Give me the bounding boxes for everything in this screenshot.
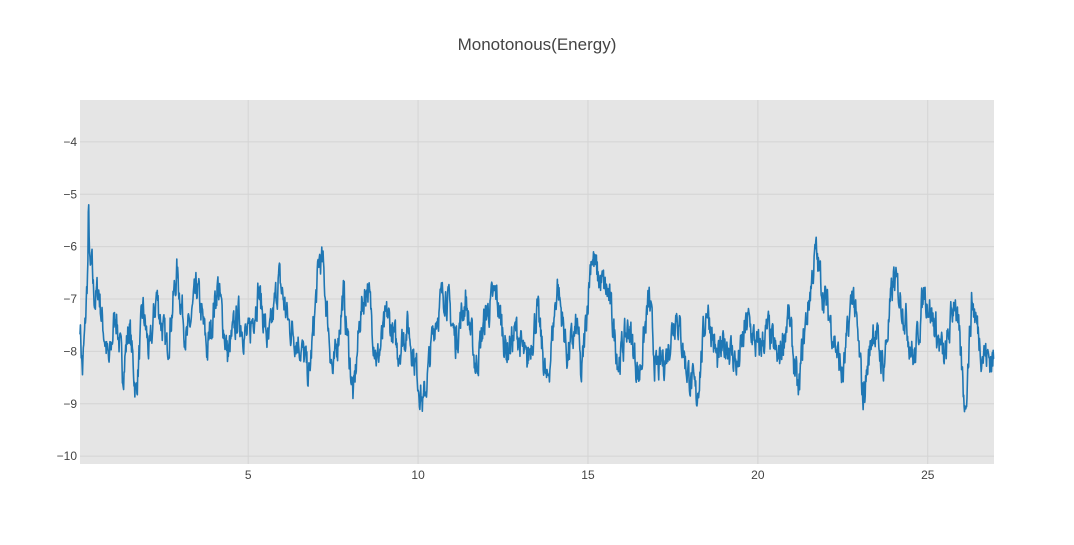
x-tick-label: 20 xyxy=(751,468,765,482)
y-tick-label: −9 xyxy=(63,397,77,411)
tick-labels: 5 10 15 20 25 −4 −5 −6 −7 −8 −9 −10 xyxy=(57,135,935,482)
x-tick-label: 10 xyxy=(411,468,425,482)
y-tick-label: −5 xyxy=(63,187,77,201)
chart-title: Monotonous(Energy) xyxy=(458,35,617,54)
series-line xyxy=(79,203,995,413)
x-tick-label: 25 xyxy=(921,468,935,482)
y-tick-label: −6 xyxy=(63,240,77,254)
x-tick-label: 15 xyxy=(581,468,595,482)
y-tick-label: −10 xyxy=(57,449,78,463)
grid-lines xyxy=(80,100,994,464)
series-layer xyxy=(79,203,995,413)
y-tick-label: −4 xyxy=(63,135,77,149)
y-tick-label: −7 xyxy=(63,292,77,306)
y-tick-label: −8 xyxy=(63,344,77,358)
x-tick-label: 5 xyxy=(245,468,252,482)
